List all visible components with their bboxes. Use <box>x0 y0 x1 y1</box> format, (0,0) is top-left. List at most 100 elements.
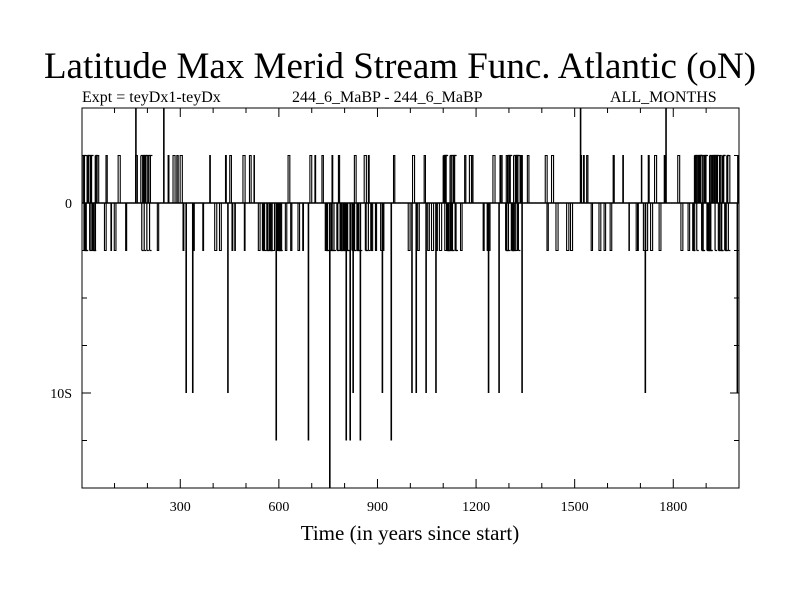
switch-pulse <box>687 203 691 252</box>
switch-pulse <box>167 154 170 203</box>
switch-pulse <box>590 203 594 252</box>
switch-pulse <box>609 203 613 252</box>
switch-pulse <box>202 203 205 252</box>
switch-pulse <box>459 203 463 252</box>
switch-pulse <box>586 154 589 203</box>
switch-pulse <box>526 154 530 203</box>
switch-pulse <box>438 203 443 252</box>
switch-pulse <box>427 203 430 252</box>
switch-pulse <box>297 203 301 252</box>
switch-pulse <box>727 154 731 203</box>
switch-pulse <box>654 154 658 203</box>
switch-pulse <box>546 203 549 252</box>
switch-pulse <box>224 154 227 203</box>
switch-pulse <box>677 154 681 203</box>
switch-pulse <box>482 203 485 252</box>
axis-ticks <box>82 107 739 489</box>
months-label: ALL_MONTHS <box>610 89 717 106</box>
switch-pulse <box>486 203 489 252</box>
switch-pulse <box>569 203 574 252</box>
switch-pulse <box>229 154 232 203</box>
switch-pulse <box>179 154 183 203</box>
switch-pulse <box>680 203 684 252</box>
switch-pulse <box>287 154 291 203</box>
switch-pulse <box>598 203 602 252</box>
switch-pulse <box>430 203 435 252</box>
switch-pulse <box>113 203 117 252</box>
switch-pulse <box>566 203 570 252</box>
period-label: 244_6_MaBP - 244_6_MaBP <box>292 89 483 106</box>
switch-pulse <box>471 154 474 203</box>
switch-pulse <box>302 203 305 252</box>
switch-pulse <box>519 154 522 203</box>
switch-pulse <box>582 154 585 203</box>
switch-pulse <box>374 203 378 252</box>
switch-pulse <box>172 154 176 203</box>
switch-pulse <box>321 154 324 203</box>
switch-pulse <box>125 203 128 252</box>
switch-pulse <box>284 203 288 252</box>
chart-title: Latitude Max Merid Stream Func. Atlantic… <box>43 46 757 87</box>
switch-pulse <box>367 154 370 203</box>
switch-pulse <box>411 154 416 203</box>
switch-pulse <box>407 203 411 252</box>
switch-pulse <box>468 154 473 203</box>
switch-pulse <box>110 203 113 252</box>
switch-pulse <box>117 154 121 203</box>
x-axis-label: Time (in years since start) <box>300 521 520 545</box>
switch-pulse <box>103 203 107 252</box>
switch-pulse <box>637 203 639 252</box>
x-tick-label: 300 <box>170 500 191 515</box>
switch-pulse <box>499 154 502 203</box>
switch-pulse <box>105 154 108 203</box>
switch-pulse <box>647 154 650 203</box>
switch-pulse <box>309 154 313 203</box>
switch-pulse <box>363 154 367 203</box>
switch-pulse <box>156 203 160 252</box>
switch-pulse <box>353 154 357 203</box>
x-tick-label: 600 <box>268 500 289 515</box>
data-series <box>82 108 740 488</box>
switch-pulse <box>555 203 559 252</box>
x-tick-label: 1800 <box>659 500 687 515</box>
switch-pulse <box>392 154 396 203</box>
switch-pulse <box>182 203 185 252</box>
switch-pulse <box>337 154 341 203</box>
switch-pulse <box>257 203 261 252</box>
switch-pulse <box>521 154 523 203</box>
switch-pulse <box>370 203 374 252</box>
switch-pulse <box>218 203 222 252</box>
switch-pulse <box>650 203 654 252</box>
switch-pulse <box>96 154 100 203</box>
switch-pulse <box>550 154 555 203</box>
switch-pulse <box>622 154 624 203</box>
switch-pulse <box>176 154 179 203</box>
switch-pulse <box>492 154 496 203</box>
switch-pulse <box>193 203 195 252</box>
y-tick-label: 10S <box>50 387 72 402</box>
switch-pulse <box>737 154 740 203</box>
switch-pulse <box>612 154 615 203</box>
x-tick-label: 900 <box>367 500 388 515</box>
tick-labels: 300 600 900 1200 1500 1800 0 10S <box>50 197 687 515</box>
switch-pulse <box>290 203 293 252</box>
experiment-label: Expt = teyDx1-teyDx <box>82 89 221 106</box>
switch-pulse <box>242 154 246 203</box>
switch-pulse <box>544 154 548 203</box>
switch-pulse <box>262 203 265 252</box>
x-tick-label: 1500 <box>561 500 589 515</box>
switch-pulse <box>603 203 607 252</box>
switch-pulse <box>314 154 317 203</box>
switch-pulse <box>248 154 252 203</box>
switch-pulse <box>271 203 276 252</box>
switch-pulse <box>331 154 334 203</box>
switch-pulse <box>234 203 236 252</box>
switch-pulse <box>231 203 234 252</box>
switch-pulse <box>658 203 662 252</box>
switch-pulse <box>663 154 666 203</box>
switch-pulse <box>515 203 519 252</box>
y-tick-label: 0 <box>65 197 72 212</box>
switch-pulse <box>243 203 246 252</box>
switch-pulse <box>423 154 427 203</box>
